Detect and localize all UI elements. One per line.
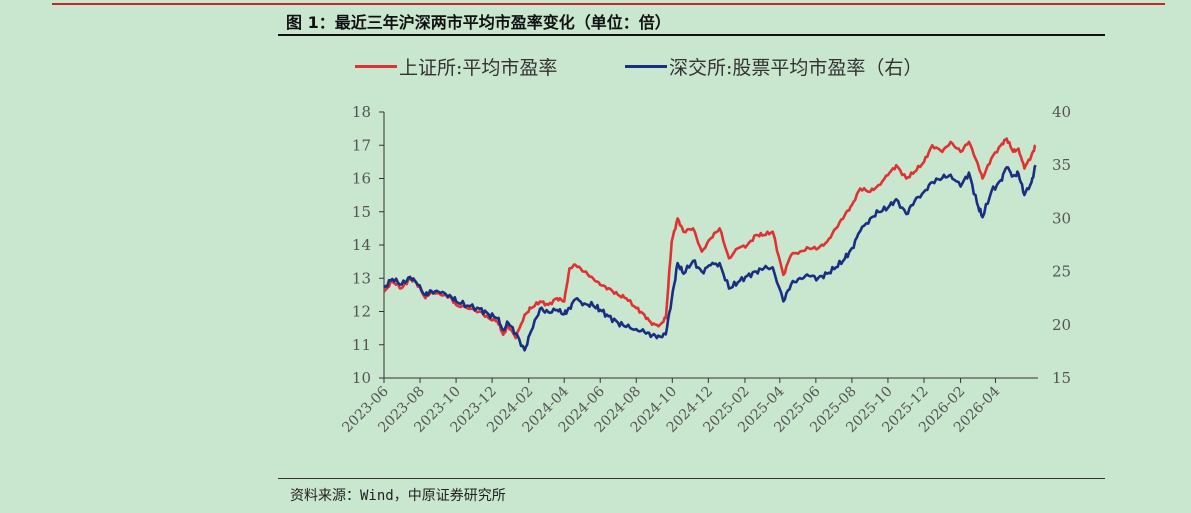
y-right-tick-label: 40 <box>1052 103 1071 121</box>
y-left-tick-label: 14 <box>352 236 371 254</box>
title-rule <box>278 34 1105 36</box>
legend-swatch-sh <box>355 65 397 68</box>
source-rule <box>278 478 1105 479</box>
legend-swatch-sz <box>625 65 667 68</box>
y-left-tick-label: 12 <box>352 303 371 321</box>
source-note: 资料来源：Wind，中原证券研究所 <box>290 488 506 504</box>
y-left-tick-label: 13 <box>352 269 371 287</box>
top-accent-rule <box>52 3 1165 5</box>
y-right-tick-label: 20 <box>1052 316 1071 334</box>
legend-item-sh: 上证所:平均市盈率 <box>355 53 557 80</box>
y-left-tick-label: 16 <box>352 170 371 188</box>
y-left-tick-label: 10 <box>352 369 371 387</box>
y-right-tick-label: 35 <box>1052 156 1071 174</box>
y-right-tick-label: 30 <box>1052 209 1071 227</box>
legend-item-sz: 深交所:股票平均市盈率（右） <box>625 53 922 80</box>
y-right-tick-label: 25 <box>1052 263 1071 281</box>
figure-title: 图 1：最近三年沪深两市平均市盈率变化（单位：倍） <box>286 13 671 32</box>
series-line-sz <box>383 164 1037 352</box>
y-right-tick-label: 15 <box>1052 369 1071 387</box>
legend-label-sh: 上证所:平均市盈率 <box>399 57 558 79</box>
legend-label-sz: 深交所:股票平均市盈率（右） <box>669 57 923 79</box>
y-left-tick-label: 18 <box>352 103 371 121</box>
y-left-tick-label: 11 <box>352 336 371 354</box>
chart-legend: 上证所:平均市盈率 深交所:股票平均市盈率（右） <box>0 53 1191 79</box>
y-left-tick-label: 15 <box>352 203 371 221</box>
y-left-tick-label: 17 <box>352 136 371 154</box>
